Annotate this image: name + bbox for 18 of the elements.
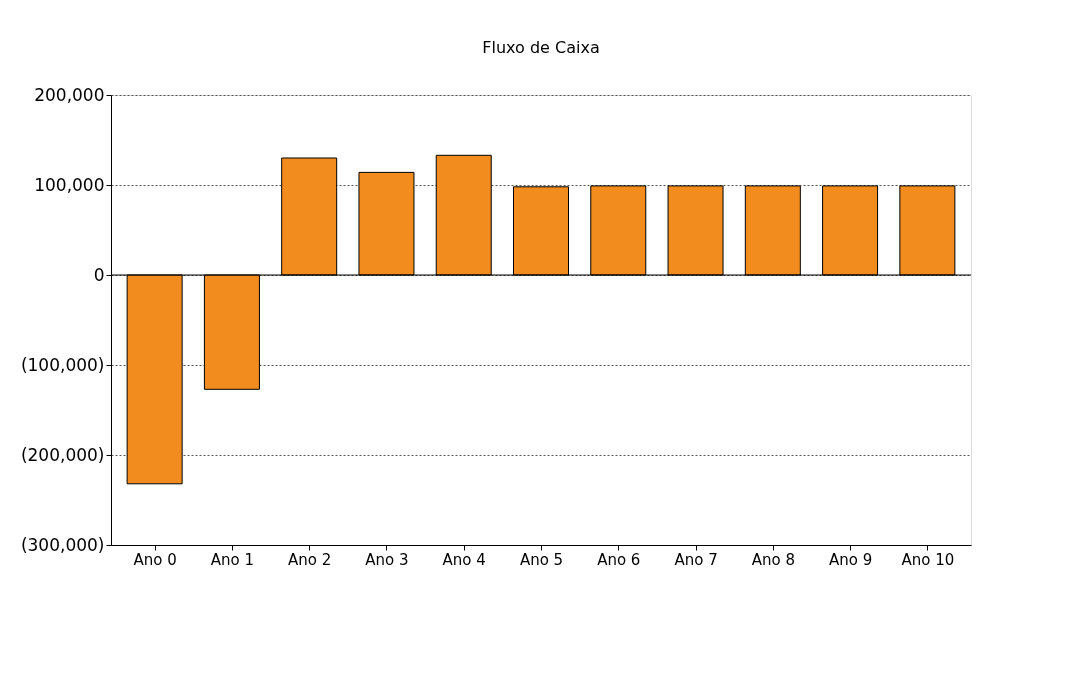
x-tick-label: Ano 6 [597,550,641,569]
x-tick-label: Ano 1 [210,550,255,569]
x-tick-label: Ano 0 [133,550,177,569]
y-tick-label: (100,000) [20,354,105,375]
x-tick-label: Ano 5 [519,550,564,569]
chart-title: Fluxo de Caixa [482,38,600,57]
y-tick-label: (300,000) [20,534,105,555]
y-tick-label: 100,000 [34,174,105,195]
y-tick-label: (200,000) [20,444,105,465]
y-tick-label: 200,000 [34,84,105,105]
x-tick-label: Ano 4 [442,550,486,569]
x-tick-label: Ano 8 [751,550,795,569]
y-tick-label: 0 [93,264,105,285]
x-tick-label: Ano 10 [901,550,955,569]
x-tick-label: Ano 7 [674,550,718,569]
x-tick-label: Ano 2 [288,550,332,569]
x-tick-label: Ano 3 [365,550,409,569]
x-tick-label: Ano 9 [828,550,873,569]
